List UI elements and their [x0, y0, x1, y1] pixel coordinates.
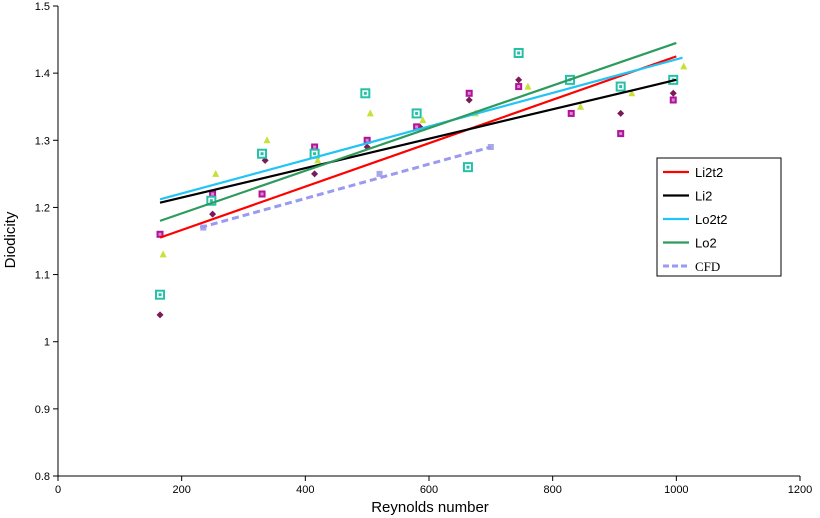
data-point-open-square-center [158, 293, 162, 297]
legend-label-lo2t2: Lo2t2 [695, 212, 728, 227]
legend-box [656, 157, 782, 277]
data-point-open-square-center [466, 165, 470, 169]
data-point-triangle [263, 136, 271, 144]
x-tick-label: 800 [543, 484, 561, 496]
data-point-triangle [366, 109, 374, 117]
data-point-square-center [313, 145, 317, 149]
trend-line-li2t2 [159, 55, 677, 239]
data-point-triangle [159, 250, 167, 258]
x-tick-label: 1000 [664, 484, 688, 496]
data-point-square-center [517, 85, 521, 89]
data-point-triangle [314, 156, 322, 164]
data-point-diamond [209, 210, 217, 218]
data-point-triangle [524, 82, 532, 90]
trend-line-lo2 [159, 41, 677, 222]
data-point-open-square-center [260, 152, 264, 156]
data-point-square-center [158, 232, 162, 236]
trend-line-lo2t2 [159, 56, 683, 201]
data-point-triangle [419, 116, 427, 124]
y-axis-label: Diodicity [2, 211, 19, 268]
x-axis-label: Reynolds number [371, 499, 489, 516]
data-point-open-square-center [619, 85, 623, 89]
data-point-diamond [465, 96, 473, 104]
x-tick-label: 600 [420, 484, 438, 496]
trend-line-cfd [199, 145, 492, 230]
data-point-triangle [576, 102, 584, 110]
x-tick-label: 0 [55, 484, 61, 496]
data-point-diamond [617, 109, 625, 117]
y-tick-label: 0.8 [35, 471, 50, 483]
data-point-open-square-center [313, 152, 317, 156]
data-point-cfd [376, 170, 383, 177]
y-tick-label: 1.2 [35, 202, 50, 214]
x-tick-label: 1200 [788, 484, 812, 496]
data-point-triangle [212, 169, 220, 177]
data-point-square-center [671, 98, 675, 102]
y-tick-label: 1.3 [35, 135, 50, 147]
y-tick-label: 1.1 [35, 270, 50, 282]
data-point-open-square-center [209, 199, 213, 203]
data-point-open-square-center [415, 111, 419, 115]
legend-label-li2: Li2 [695, 189, 712, 204]
data-point-triangle [628, 89, 636, 97]
data-point-diamond [156, 311, 164, 319]
data-point-square-center [569, 111, 573, 115]
data-point-diamond [669, 89, 677, 97]
trend-lines [159, 41, 683, 239]
x-tick-label: 200 [172, 484, 190, 496]
data-point-open-square-center [363, 91, 367, 95]
legend-label-lo2: Lo2 [695, 236, 717, 251]
data-point-square-center [467, 91, 471, 95]
y-tick-label: 1.5 [35, 1, 50, 13]
data-point-open-square-center [517, 51, 521, 55]
axes: 0.8 0.9 1 1.1 1.2 1.3 1.4 1.5 0 200 400 600 800 1000 1… [35, 1, 813, 496]
y-tick-label: 1 [44, 337, 50, 349]
trend-line-li2 [159, 78, 677, 204]
data-point-square-center [365, 138, 369, 142]
y-tick-label: 1.4 [35, 68, 50, 80]
x-tick-label: 400 [296, 484, 314, 496]
data-point-square-center [211, 192, 215, 196]
data-point-square-center [619, 132, 623, 136]
y-tick-label: 0.9 [35, 404, 50, 416]
data-point-square-center [415, 125, 419, 129]
data-point-diamond [311, 170, 319, 178]
legend: Li2t2 Li2 Lo2t2 Lo2 CFD [656, 157, 782, 277]
data-point-square-center [260, 192, 264, 196]
data-point-diamond [515, 76, 523, 84]
legend-label-li2t2: Li2t2 [695, 165, 723, 180]
data-point-triangle [680, 62, 688, 70]
legend-label-cfd: CFD [695, 259, 720, 274]
